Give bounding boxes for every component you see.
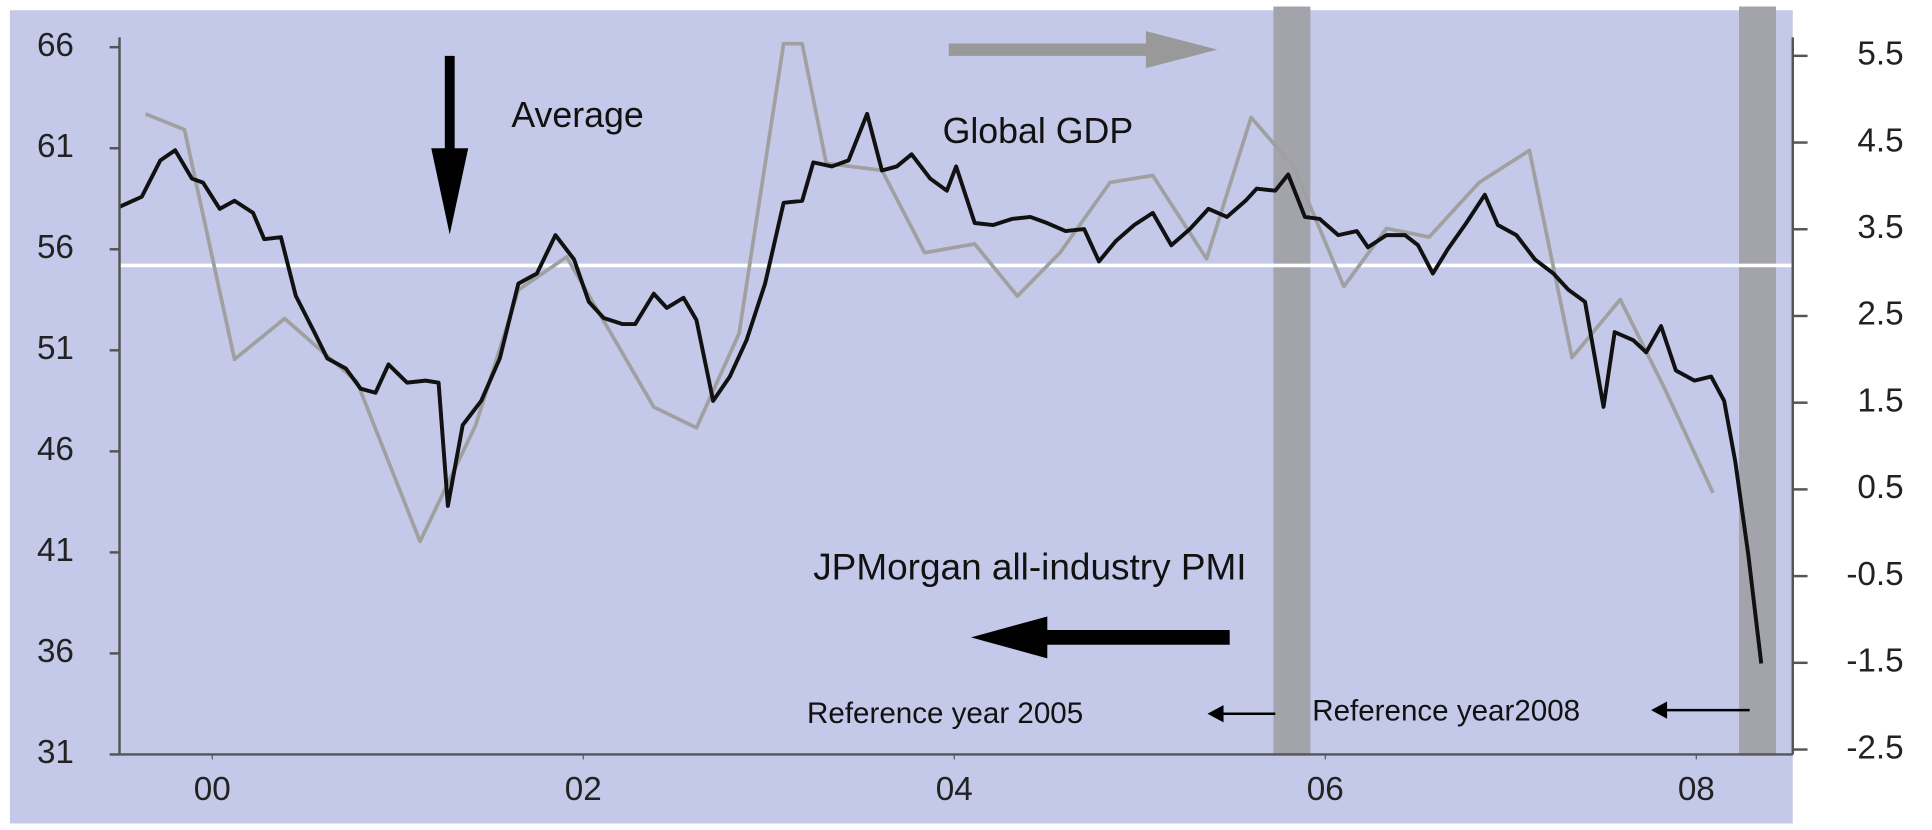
y-tick-label: 41 xyxy=(37,532,74,569)
y-tick-label: 31 xyxy=(37,734,74,771)
y2-tick-label: 4.5 xyxy=(1857,122,1903,159)
y2-tick-label: 5.5 xyxy=(1857,36,1903,73)
y-tick-label: 66 xyxy=(37,27,74,64)
plot-background xyxy=(9,10,1793,824)
annotation: Reference year2008 xyxy=(1312,694,1580,727)
series-line xyxy=(119,111,1764,664)
y-tick-label: 51 xyxy=(37,330,74,367)
reference-band xyxy=(1273,6,1311,755)
y-tick-label: 46 xyxy=(37,431,74,468)
y-tick-label: 36 xyxy=(37,633,74,670)
x-tick-label: 04 xyxy=(936,771,973,808)
arrows xyxy=(431,31,1750,723)
y2-tick-label: 3.5 xyxy=(1857,209,1903,246)
x-tick-label: 00 xyxy=(194,771,231,808)
annotation: Reference year 2005 xyxy=(807,697,1083,730)
y2-tick-label: -2.5 xyxy=(1846,729,1903,766)
y-tick-label: 61 xyxy=(37,128,74,165)
x-tick-label: 02 xyxy=(565,771,602,808)
annotation: JPMorgan all-industry PMI xyxy=(813,546,1246,587)
y2-tick-label: -0.5 xyxy=(1846,556,1903,593)
x-tick-label: 08 xyxy=(1678,771,1715,808)
y2-tick-label: 2.5 xyxy=(1857,296,1903,333)
y2-tick-label: 1.5 xyxy=(1857,382,1903,419)
y2-tick-label: 0.5 xyxy=(1857,469,1903,506)
y2-tick-label: -1.5 xyxy=(1846,643,1903,680)
annotation: Average xyxy=(511,95,643,135)
annotation: Global GDP xyxy=(943,111,1134,151)
x-tick-label: 06 xyxy=(1307,771,1344,808)
y-tick-label: 56 xyxy=(37,229,74,266)
